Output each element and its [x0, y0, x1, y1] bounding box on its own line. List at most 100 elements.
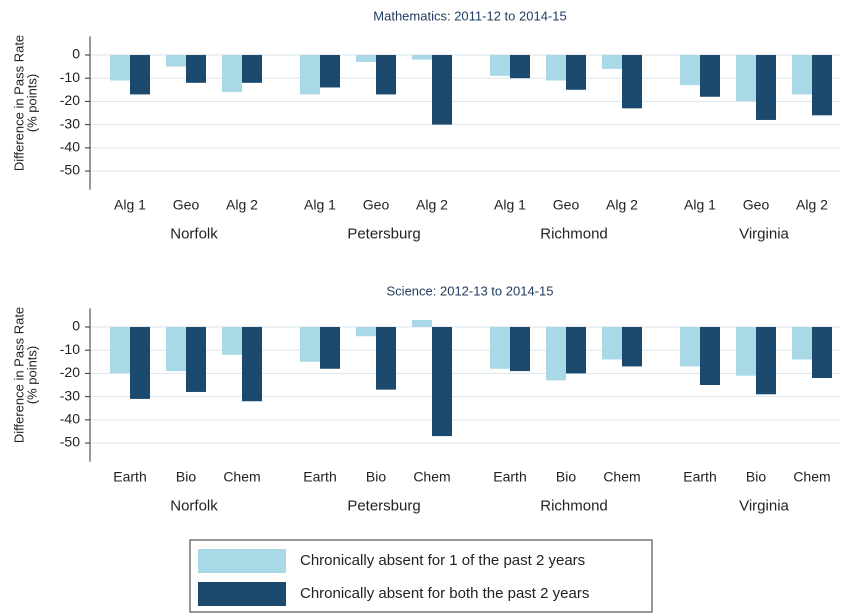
bar — [680, 54, 700, 86]
bar — [110, 326, 130, 374]
bar — [222, 326, 242, 355]
x-tick-label: Bio — [366, 468, 386, 484]
y-tick-label: -40 — [60, 411, 80, 427]
y-axis-title: Difference in Pass Rate — [11, 307, 26, 443]
bar — [300, 54, 320, 95]
bar — [602, 326, 622, 360]
bar — [376, 54, 396, 95]
bar — [432, 54, 452, 125]
bar — [622, 326, 642, 367]
bar — [510, 326, 530, 372]
y-tick-label: -30 — [60, 115, 80, 131]
x-tick-label: Alg 1 — [494, 196, 526, 212]
legend-label: Chronically absent for 1 of the past 2 y… — [300, 552, 585, 569]
x-tick-label: Earth — [113, 468, 146, 484]
x-tick-label: Alg 1 — [114, 196, 146, 212]
bar — [376, 326, 396, 390]
bar — [412, 54, 432, 60]
group-label: Richmond — [540, 498, 608, 515]
bar — [622, 54, 642, 109]
group-label: Virginia — [739, 226, 789, 243]
y-tick-label: 0 — [72, 318, 80, 334]
bar — [566, 326, 586, 374]
x-tick-label: Alg 2 — [796, 196, 828, 212]
bar — [242, 326, 262, 402]
y-tick-label: -50 — [60, 162, 80, 178]
x-tick-label: Geo — [173, 196, 200, 212]
bar — [510, 54, 530, 79]
bar — [756, 54, 776, 120]
y-tick-label: -30 — [60, 387, 80, 403]
bar — [186, 326, 206, 392]
bar — [110, 54, 130, 81]
bar — [166, 54, 186, 67]
x-tick-label: Earth — [683, 468, 716, 484]
bar — [490, 326, 510, 369]
x-tick-label: Alg 1 — [684, 196, 716, 212]
x-tick-label: Alg 2 — [606, 196, 638, 212]
bar — [222, 54, 242, 93]
y-tick-label: -10 — [60, 341, 80, 357]
bar — [300, 326, 320, 362]
bar — [356, 326, 376, 337]
bar — [490, 54, 510, 76]
group-label: Norfolk — [170, 498, 218, 515]
bar — [792, 326, 812, 360]
y-tick-label: 0 — [72, 46, 80, 62]
bar — [736, 326, 756, 376]
bar — [130, 54, 150, 95]
bar — [546, 54, 566, 81]
legend-label: Chronically absent for both the past 2 y… — [300, 585, 589, 602]
bar — [736, 54, 756, 102]
bar — [812, 326, 832, 379]
bar — [432, 326, 452, 437]
x-tick-label: Geo — [553, 196, 580, 212]
y-axis-title: Difference in Pass Rate — [11, 35, 26, 171]
legend-swatch — [198, 582, 286, 606]
x-tick-label: Chem — [223, 468, 260, 484]
group-label: Richmond — [540, 226, 608, 243]
x-tick-label: Chem — [413, 468, 450, 484]
group-label: Petersburg — [347, 226, 420, 243]
bar — [320, 54, 340, 88]
bar — [242, 54, 262, 83]
bar — [412, 320, 432, 327]
bar — [566, 54, 586, 90]
x-tick-label: Bio — [176, 468, 196, 484]
bar — [130, 326, 150, 399]
x-tick-label: Geo — [743, 196, 770, 212]
y-tick-label: -20 — [60, 92, 80, 108]
group-label: Petersburg — [347, 498, 420, 515]
group-label: Virginia — [739, 498, 789, 515]
bar — [356, 54, 376, 62]
bar — [546, 326, 566, 381]
y-axis-title: (% points) — [24, 74, 39, 133]
bar — [812, 54, 832, 116]
bar — [792, 54, 812, 95]
bar — [320, 326, 340, 369]
y-tick-label: -20 — [60, 364, 80, 380]
x-tick-label: Chem — [603, 468, 640, 484]
x-tick-label: Alg 1 — [304, 196, 336, 212]
x-tick-label: Earth — [493, 468, 526, 484]
group-label: Norfolk — [170, 226, 218, 243]
bar — [700, 54, 720, 97]
x-tick-label: Alg 2 — [226, 196, 258, 212]
y-tick-label: -50 — [60, 434, 80, 450]
x-tick-label: Bio — [556, 468, 576, 484]
y-tick-label: -10 — [60, 69, 80, 85]
bar — [680, 326, 700, 367]
y-axis-title: (% points) — [24, 346, 39, 405]
x-tick-label: Alg 2 — [416, 196, 448, 212]
bar — [166, 326, 186, 372]
bar — [602, 54, 622, 69]
x-tick-label: Bio — [746, 468, 766, 484]
chart-title: Mathematics: 2011-12 to 2014-15 — [373, 8, 566, 23]
bar — [756, 326, 776, 395]
bar — [186, 54, 206, 83]
x-tick-label: Geo — [363, 196, 390, 212]
x-tick-label: Chem — [793, 468, 830, 484]
legend-swatch — [198, 549, 286, 573]
y-tick-label: -40 — [60, 139, 80, 155]
